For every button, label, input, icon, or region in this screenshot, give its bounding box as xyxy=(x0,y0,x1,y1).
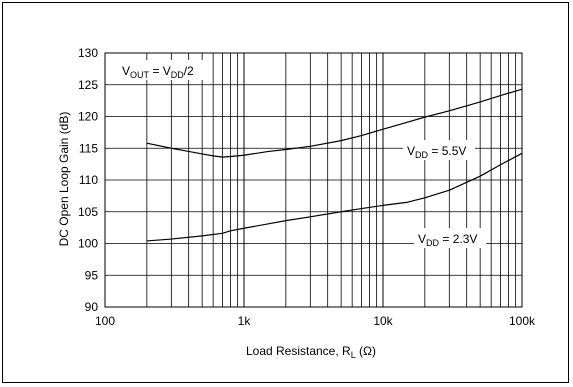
series-lines xyxy=(146,88,523,242)
y-tick-label: 120 xyxy=(78,110,98,124)
y-tick-label: 95 xyxy=(85,268,99,282)
y-tick-labels: 90 95 100 105 110 115 120 125 130 xyxy=(78,46,98,314)
x-tick-labels: 100 1k 10k 100k xyxy=(95,314,536,328)
series-line-vdd-2v3 xyxy=(146,152,523,242)
x-tick-label: 1k xyxy=(238,314,252,328)
x-tick-label: 100k xyxy=(509,314,536,328)
y-tick-label: 130 xyxy=(78,46,98,60)
condition-label-bg xyxy=(118,60,210,80)
condition-annotation: VOUT = VDD/2 xyxy=(122,64,194,80)
series-label-bg-5v5 xyxy=(403,140,475,160)
series-label-2v3: VDD = 2.3V xyxy=(418,232,477,248)
y-tick-label: 110 xyxy=(79,173,98,187)
y-tick-label: 125 xyxy=(78,78,98,92)
x-tick-label: 100 xyxy=(95,314,115,328)
x-axis-title: Load Resistance, RL (Ω) xyxy=(246,344,376,360)
grid xyxy=(105,53,522,307)
plot-border xyxy=(104,52,523,308)
y-tick-label: 105 xyxy=(78,205,98,219)
x-tick-label: 10k xyxy=(373,314,393,328)
y-tick-label: 115 xyxy=(79,141,98,155)
series-line-vdd-5v5 xyxy=(146,88,523,158)
series-label-bg-2v3 xyxy=(414,228,486,248)
series-label-5v5: VDD = 5.5V xyxy=(407,144,466,160)
y-axis-title: DC Open Loop Gain (dB) xyxy=(57,112,71,247)
y-tick-label: 100 xyxy=(78,237,98,251)
y-tick-label: 90 xyxy=(85,300,99,314)
